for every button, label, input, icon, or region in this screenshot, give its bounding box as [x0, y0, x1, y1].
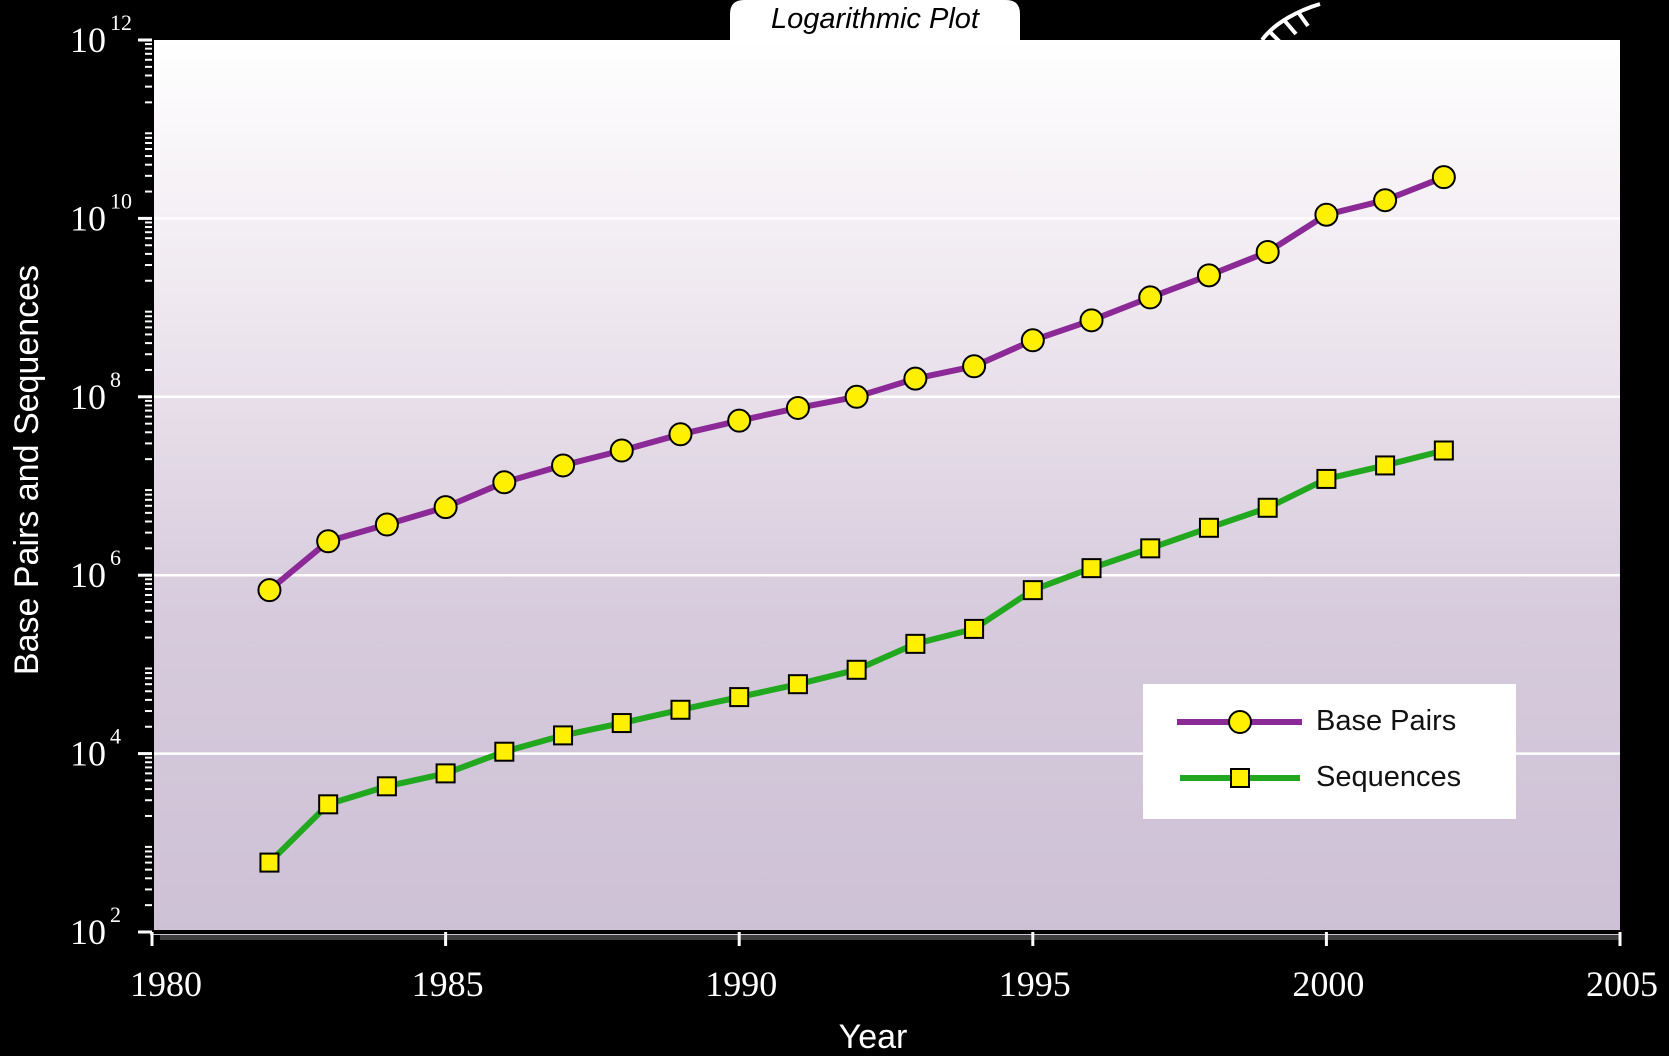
y-tick-label: 10 [70, 734, 106, 774]
legend-label-sequences: Sequences [1316, 761, 1461, 793]
data-point-base-pairs [433, 495, 458, 520]
data-point-sequences [964, 618, 985, 639]
data-point-sequences [1022, 580, 1043, 601]
x-tick-label: 1995 [999, 964, 1071, 1004]
data-point-base-pairs [1079, 308, 1104, 333]
y-tick-exponent: 12 [110, 10, 132, 35]
data-point-sequences [905, 633, 926, 654]
legend-item-base-pairs: Base Pairs [1177, 705, 1456, 737]
data-point-base-pairs [316, 529, 341, 554]
data-point-sequences [494, 741, 515, 762]
legend-label-base-pairs: Base Pairs [1316, 705, 1456, 737]
x-tick-label: 1985 [412, 964, 484, 1004]
data-point-sequences [729, 687, 750, 708]
chart-title: Logarithmic Plot [771, 3, 981, 35]
y-axis-title: Base Pairs and Sequences [8, 265, 46, 675]
data-point-sequences [376, 776, 397, 797]
data-point-sequences [846, 659, 867, 680]
data-point-base-pairs [551, 453, 576, 478]
legend-marker-base-pairs [1228, 710, 1252, 734]
y-tick-exponent: 10 [110, 188, 132, 213]
y-tick-exponent: 6 [110, 545, 121, 570]
data-point-base-pairs [1255, 240, 1280, 265]
data-point-base-pairs [785, 395, 810, 420]
data-point-sequences [1433, 440, 1454, 461]
data-point-sequences [318, 794, 339, 815]
data-point-sequences [1140, 538, 1161, 559]
data-point-base-pairs [844, 384, 869, 409]
x-tick-label: 2000 [1292, 964, 1364, 1004]
legend-item-sequences: Sequences [1180, 761, 1461, 793]
data-point-sequences [1198, 517, 1219, 538]
legend: Base Pairs Sequences [1143, 684, 1516, 819]
data-point-base-pairs [1020, 328, 1045, 353]
x-tick-label: 2005 [1586, 964, 1658, 1004]
y-tick-exponent: 4 [110, 724, 121, 749]
data-point-sequences [1257, 497, 1278, 518]
data-point-base-pairs [1196, 263, 1221, 288]
y-tick-exponent: 2 [110, 902, 121, 927]
x-axis-title: Year [839, 1018, 908, 1056]
series-layer [257, 165, 1456, 873]
y-tick-label: 10 [70, 555, 106, 595]
data-point-sequences [435, 763, 456, 784]
legend-box [1143, 684, 1516, 819]
y-tick-label: 10 [70, 198, 106, 238]
data-point-base-pairs [1314, 202, 1339, 227]
data-point-base-pairs [257, 578, 282, 603]
data-point-base-pairs [609, 438, 634, 463]
y-tick-label: 10 [70, 20, 106, 60]
data-point-base-pairs [962, 354, 987, 379]
data-point-sequences [787, 674, 808, 695]
y-tick-label: 10 [70, 912, 106, 952]
title-tab: Logarithmic Plot [730, 0, 1020, 40]
data-point-base-pairs [668, 422, 693, 447]
data-point-base-pairs [1373, 188, 1398, 213]
x-tick-label: 1980 [130, 964, 202, 1004]
data-point-sequences [1375, 455, 1396, 476]
data-point-base-pairs [492, 470, 517, 495]
legend-marker-sequences [1230, 768, 1250, 788]
data-point-sequences [611, 713, 632, 734]
data-point-base-pairs [903, 366, 928, 391]
data-point-base-pairs [727, 408, 752, 433]
data-point-sequences [670, 699, 691, 720]
y-tick-exponent: 8 [110, 367, 121, 392]
data-point-sequences [259, 852, 280, 873]
data-point-sequences [1081, 558, 1102, 579]
data-point-sequences [1316, 468, 1337, 489]
data-point-base-pairs [1138, 285, 1163, 310]
data-point-sequences [553, 725, 574, 746]
y-tick-label: 10 [70, 377, 106, 417]
x-tick-label: 1990 [705, 964, 777, 1004]
logo-fragment [1260, 2, 1321, 46]
data-point-base-pairs [374, 512, 399, 537]
data-point-base-pairs [1431, 165, 1456, 190]
